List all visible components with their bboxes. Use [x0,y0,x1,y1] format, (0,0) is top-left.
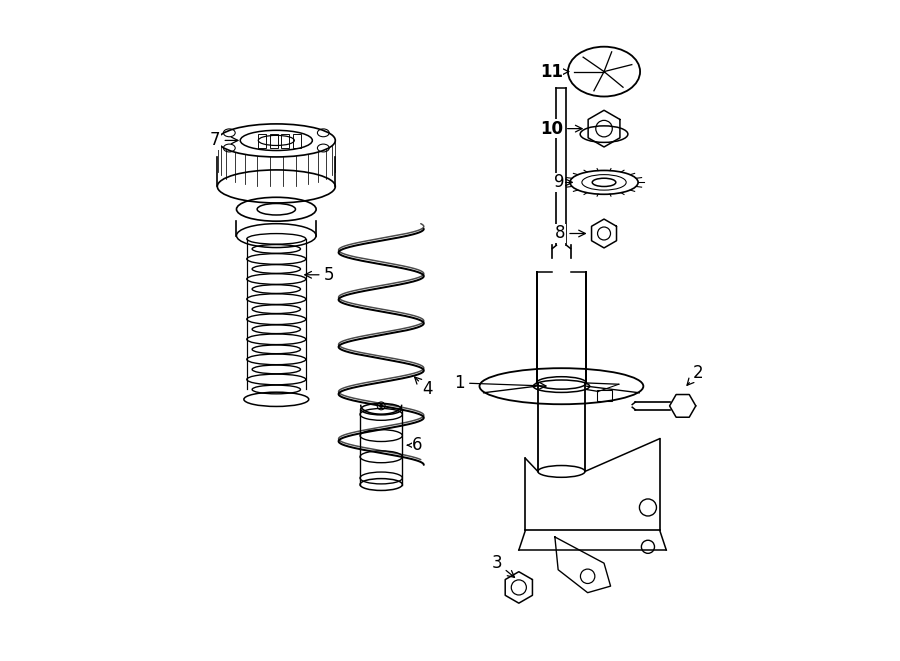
Text: 3: 3 [492,554,515,577]
Circle shape [380,405,382,407]
Bar [258,134,265,148]
Bar [598,390,612,401]
Text: 4: 4 [415,377,432,399]
Text: 5: 5 [305,266,334,284]
Text: 2: 2 [687,364,703,385]
Bar [270,134,277,148]
Text: 10: 10 [540,120,582,137]
Text: 9: 9 [554,173,572,192]
Bar [281,134,289,148]
Text: 1: 1 [454,374,546,392]
Text: 6: 6 [407,436,422,454]
Text: 11: 11 [540,63,569,81]
Text: 7: 7 [210,132,238,149]
Bar [292,134,301,148]
Text: 8: 8 [555,225,585,243]
